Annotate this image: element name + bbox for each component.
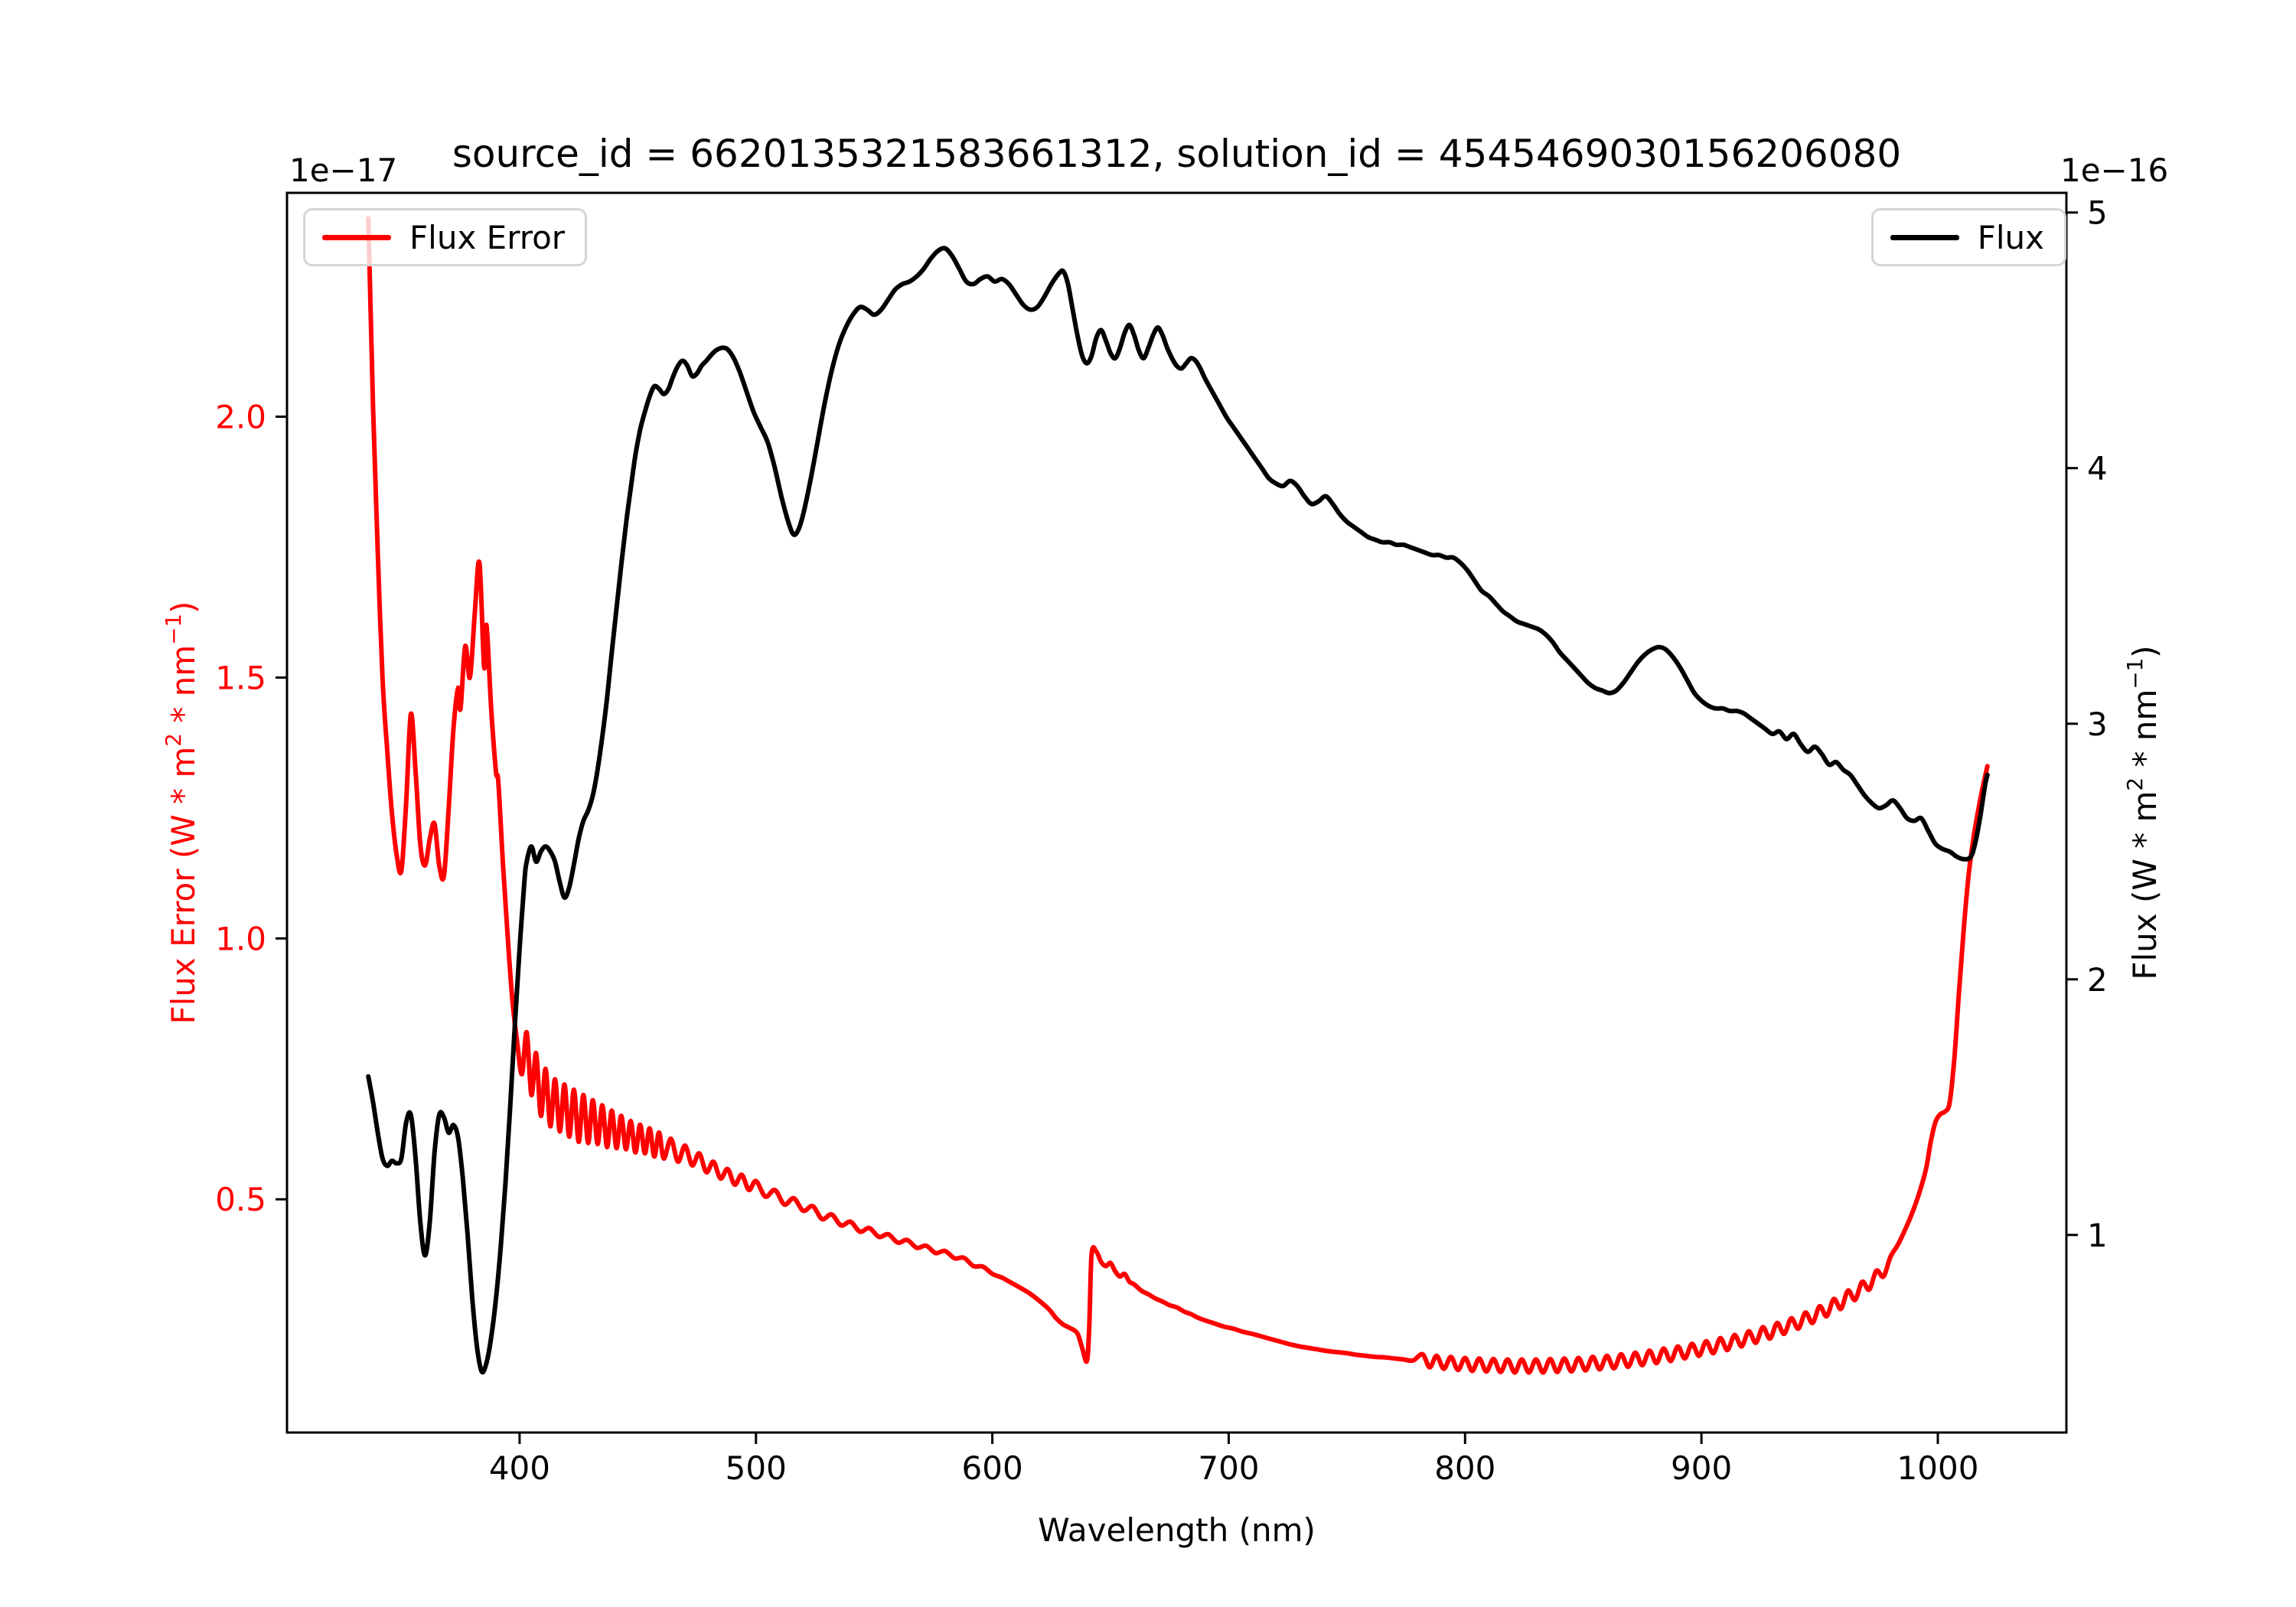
y-right-tick-label: 4 (2087, 450, 2108, 487)
y-left-axis-label: Flux Error (W * m2 * nm−1) (160, 601, 203, 1025)
flux-error-legend-line-icon (322, 234, 391, 240)
x-tick-label: 900 (1671, 1449, 1732, 1487)
y-right-tick-label: 5 (2087, 194, 2108, 232)
y-right-tick-label: 1 (2087, 1217, 2108, 1254)
y-right-offset-label: 1e−16 (2060, 152, 2169, 189)
plot-title: source_id = 6620135321583661312, solutio… (452, 132, 1902, 176)
y-left-tick-label: 2.0 (215, 399, 266, 436)
legend-flux: Flux (1870, 208, 2066, 266)
y-right-tick-label: 2 (2087, 961, 2108, 999)
y-left-tick-label: 1.0 (215, 920, 266, 957)
x-tick-label: 700 (1198, 1449, 1259, 1487)
y-left-offset-label: 1e−17 (289, 152, 398, 189)
x-tick-label: 1000 (1897, 1449, 1979, 1487)
x-tick-label: 400 (489, 1449, 550, 1487)
x-tick-label: 500 (726, 1449, 787, 1487)
axes-spines (285, 191, 2068, 1434)
y-left-tick-label: 1.5 (215, 659, 266, 696)
x-tick-label: 600 (962, 1449, 1023, 1487)
y-right-axis-label: Flux (W * m2 * nm−1) (2122, 645, 2164, 980)
flux-line (366, 246, 1990, 1375)
x-tick-label: 800 (1434, 1449, 1495, 1487)
flux-error-line (366, 216, 1990, 1375)
x-axis-label: Wavelength (nm) (1038, 1511, 1316, 1549)
legend-flux-label: Flux (1977, 218, 2044, 256)
legend-flux-error: Flux Error (303, 208, 588, 266)
y-right-tick-label: 3 (2087, 706, 2108, 743)
legend-flux-error-label: Flux Error (409, 218, 566, 256)
flux-legend-line-icon (1890, 234, 1959, 240)
y-left-tick-label: 0.5 (215, 1181, 266, 1218)
